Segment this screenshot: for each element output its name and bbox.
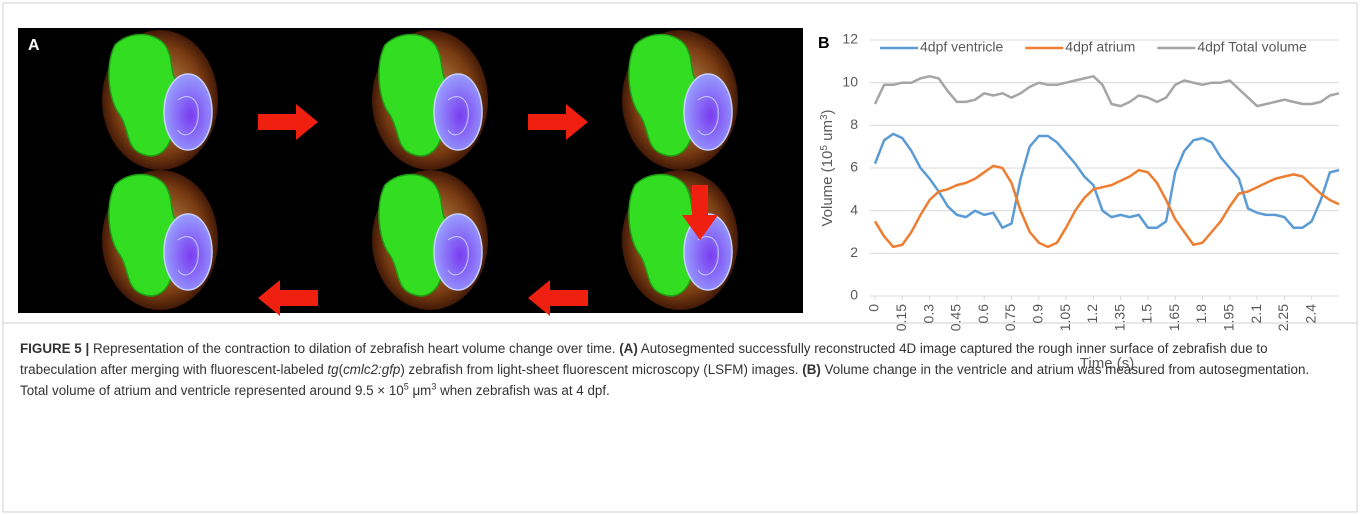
x-axis-title: Time (s) [1080, 355, 1134, 372]
x-tick-label: 0 [866, 304, 882, 312]
x-tick-label: 0.45 [948, 304, 964, 331]
y-tick-label: 10 [842, 73, 858, 89]
x-tick-label: 1.5 [1139, 304, 1155, 324]
x-tick-label: 0.9 [1029, 304, 1045, 324]
caption-run: cmlc2:gfp [343, 362, 401, 377]
x-tick-label: 1.95 [1221, 304, 1237, 331]
y-axis-title-part: 3 [819, 114, 830, 120]
caption-run: Volume change in the ventricle and atriu… [20, 362, 1310, 398]
series-line [873, 75, 1340, 108]
caption-run: μm [408, 383, 432, 398]
caption-run: 3 [431, 381, 437, 392]
caption-run: when zebrafish was at 4 dpf. [436, 383, 610, 398]
y-axis-title-part: 5 [819, 145, 830, 151]
series-line [873, 164, 1340, 249]
y-axis-title-part: ) [819, 109, 836, 114]
x-tick-label: 1.2 [1084, 304, 1100, 324]
caption-run: 5 [403, 381, 409, 392]
x-tick-label: 0.15 [893, 304, 909, 331]
x-tick-label: 2.1 [1248, 304, 1264, 324]
legend-label: 4dpf ventricle [920, 39, 1003, 55]
y-tick-label: 0 [850, 287, 858, 303]
caption: FIGURE 5 | Representation of the contrac… [20, 338, 1320, 401]
y-axis-title-part: um [819, 120, 836, 145]
x-tick-label: 1.35 [1111, 304, 1127, 331]
x-tick-label: 0.75 [1002, 304, 1018, 331]
y-axis-title-part: Volume (10 [819, 151, 836, 227]
caption-run: Representation of the contraction to dil… [89, 341, 620, 356]
y-tick-label: 8 [850, 116, 858, 132]
arrows [258, 104, 718, 316]
y-axis-title: Volume (105 um3) [819, 109, 837, 226]
panel-label: A [28, 37, 40, 54]
legend-label: 4dpf atrium [1065, 39, 1135, 55]
x-tick-label: 2.25 [1275, 304, 1291, 331]
panel-label: B [818, 35, 830, 52]
x-tick-label: 0.3 [920, 304, 936, 324]
caption-run: (B) [802, 362, 821, 377]
series-line [873, 132, 1340, 229]
x-tick-label: 1.8 [1193, 304, 1209, 324]
y-tick-label: 12 [842, 31, 858, 47]
chart: 0 2 4 6 8 10 12 0 0.15 0.3 0.45 0.6 0.75 0.9 1.05 1.2 1.… [819, 31, 1340, 372]
y-tick-label: 6 [850, 159, 858, 175]
x-tick-label: 1.05 [1057, 304, 1073, 331]
x-tick-label: 2.4 [1302, 304, 1318, 324]
y-tick-label: 4 [850, 201, 858, 217]
caption-run: ( [338, 362, 344, 377]
caption-run: ) zebrafish from light-sheet fluorescent… [400, 362, 803, 377]
x-tick-label: 0.6 [975, 304, 991, 324]
legend-label: 4dpf Total volume [1197, 39, 1307, 55]
caption-run: (A) [619, 341, 638, 356]
caption-run: tg [327, 362, 339, 377]
caption-run: Autosegmented successfully reconstructed… [20, 341, 1268, 377]
caption-run: FIGURE 5 | [20, 341, 90, 356]
x-tick-label: 1.65 [1166, 304, 1182, 331]
y-tick-label: 2 [850, 244, 858, 260]
